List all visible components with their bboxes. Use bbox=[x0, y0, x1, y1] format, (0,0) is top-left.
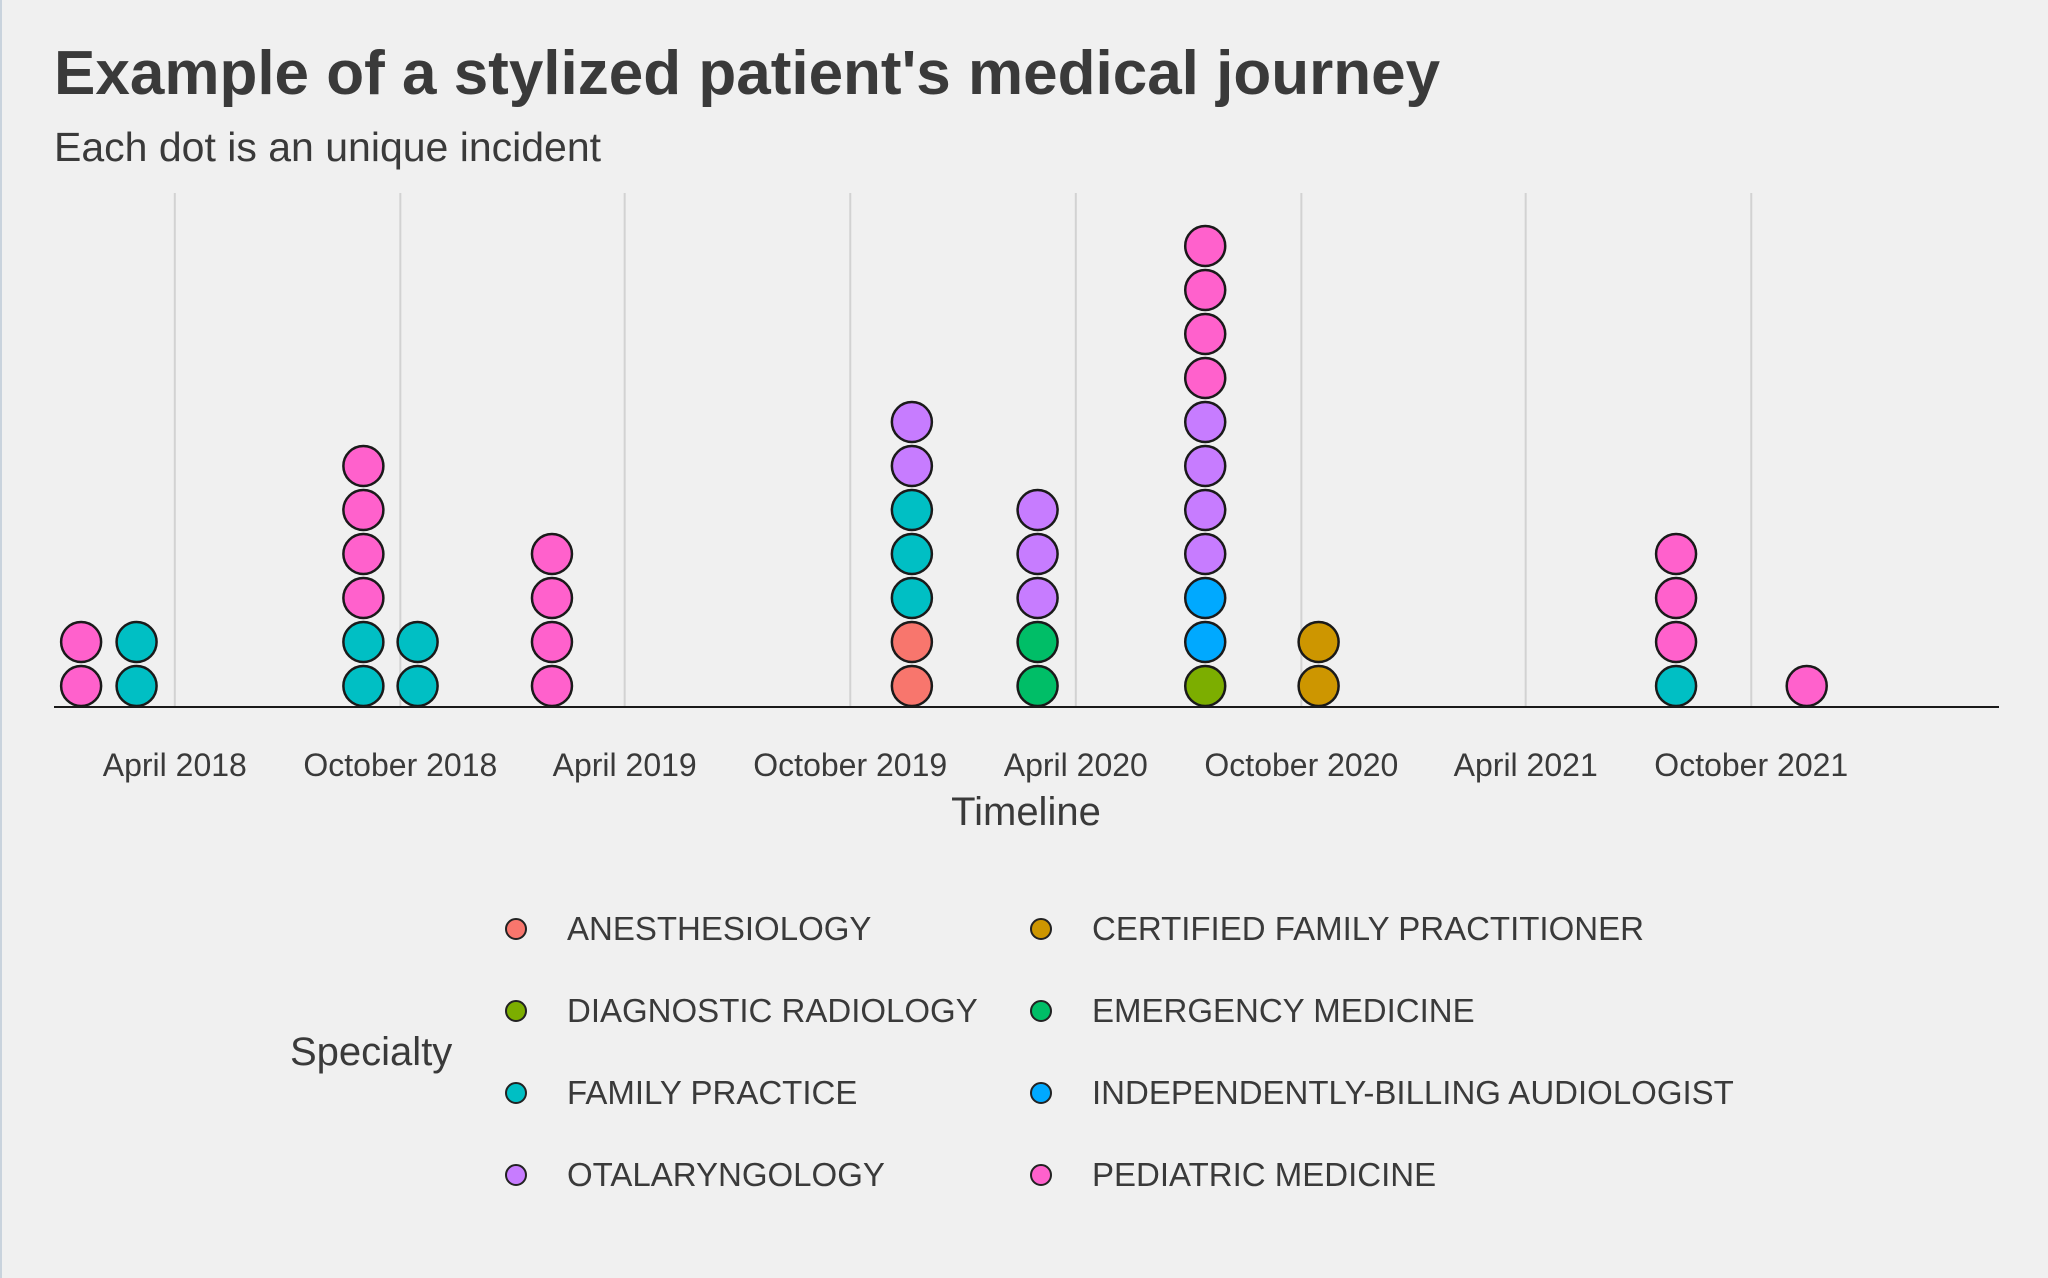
legend-item: PEDIATRIC MEDICINE bbox=[1030, 1155, 1436, 1195]
incident-dot bbox=[1183, 400, 1227, 444]
chart-subtitle: Each dot is an unique incident bbox=[54, 124, 602, 170]
incident-dot bbox=[396, 664, 439, 708]
legend-key-dot bbox=[505, 1164, 527, 1186]
incident-dot bbox=[530, 664, 574, 708]
incident-dot bbox=[1297, 620, 1340, 664]
x-tick-label: April 2018 bbox=[103, 747, 247, 783]
incident-dot bbox=[1183, 356, 1227, 400]
incident-dot bbox=[1654, 620, 1698, 664]
incident-dot bbox=[1183, 444, 1227, 488]
incident-dot bbox=[890, 488, 934, 532]
incident-dot bbox=[342, 664, 385, 708]
incident-dot bbox=[1654, 664, 1698, 708]
legend-label: INDEPENDENTLY-BILLING AUDIOLOGIST bbox=[1092, 1074, 1734, 1111]
legend-item: OTALARYNGOLOGY bbox=[505, 1155, 885, 1195]
incident-dot bbox=[342, 576, 385, 620]
legend-key-dot bbox=[505, 918, 527, 940]
incident-dot bbox=[1016, 664, 1059, 708]
x-tick-label: April 2020 bbox=[1004, 747, 1148, 783]
incident-dot bbox=[115, 664, 158, 708]
incident-dot bbox=[1183, 224, 1227, 268]
incident-dots bbox=[59, 224, 1828, 708]
legend-label: EMERGENCY MEDICINE bbox=[1092, 992, 1475, 1029]
x-tick-label: October 2021 bbox=[1654, 747, 1848, 783]
incident-dot bbox=[342, 444, 385, 488]
plot-area: April 2018 October 2018 April 2019 October … bbox=[54, 193, 1999, 834]
legend-key-dot bbox=[1030, 1000, 1052, 1022]
incident-dot bbox=[1016, 532, 1059, 576]
incident-dot bbox=[342, 532, 385, 576]
gridlines bbox=[173, 193, 1753, 707]
legend-item: INDEPENDENTLY-BILLING AUDIOLOGIST bbox=[1030, 1073, 1734, 1113]
legend-item: EMERGENCY MEDICINE bbox=[1030, 991, 1475, 1031]
x-tick-label: October 2020 bbox=[1204, 747, 1398, 783]
incident-dot bbox=[890, 664, 934, 708]
incident-dot bbox=[890, 532, 934, 576]
legend-label: CERTIFIED FAMILY PRACTITIONER bbox=[1092, 910, 1644, 947]
legend-key-dot bbox=[1030, 918, 1052, 940]
legend-key-dot bbox=[505, 1000, 527, 1022]
x-tick-label: October 2019 bbox=[753, 747, 947, 783]
legend-label: OTALARYNGOLOGY bbox=[567, 1156, 885, 1193]
chart-title: Example of a stylized patient's medical … bbox=[54, 39, 1441, 108]
incident-dot bbox=[1016, 576, 1059, 620]
incident-dot bbox=[1183, 532, 1227, 576]
incident-dot bbox=[890, 576, 934, 620]
incident-dot bbox=[1297, 664, 1340, 708]
incident-dot bbox=[890, 400, 934, 444]
legend-item: DIAGNOSTIC RADIOLOGY bbox=[505, 991, 978, 1031]
incident-dot bbox=[59, 664, 103, 708]
incident-dot bbox=[342, 620, 385, 664]
left-edge-border bbox=[0, 0, 2, 1278]
incident-dot bbox=[890, 620, 934, 664]
incident-dot bbox=[530, 576, 574, 620]
legend-key-dot bbox=[1030, 1082, 1052, 1104]
x-tick-label: October 2018 bbox=[303, 747, 497, 783]
x-tick-label: April 2019 bbox=[553, 747, 697, 783]
legend-label: ANESTHESIOLOGY bbox=[567, 910, 872, 947]
incident-dot bbox=[1183, 488, 1227, 532]
legend-item: ANESTHESIOLOGY bbox=[505, 909, 871, 949]
incident-dot bbox=[115, 620, 158, 664]
incident-dot bbox=[1016, 488, 1059, 532]
incident-dot bbox=[530, 620, 574, 664]
incident-dot bbox=[1654, 532, 1698, 576]
incident-dot bbox=[342, 488, 385, 532]
x-tick-label: April 2021 bbox=[1454, 747, 1598, 783]
incident-dot bbox=[1183, 664, 1227, 708]
incident-dot bbox=[1016, 620, 1059, 664]
incident-dot bbox=[1654, 576, 1698, 620]
incident-dot bbox=[1785, 664, 1828, 708]
incident-dot bbox=[1183, 620, 1227, 664]
incident-dot bbox=[59, 620, 103, 664]
legend-key-dot bbox=[1030, 1164, 1052, 1186]
x-tick-labels: April 2018 October 2018 April 2019 October … bbox=[103, 747, 1848, 783]
incident-dot bbox=[1183, 576, 1227, 620]
legend-item: CERTIFIED FAMILY PRACTITIONER bbox=[1030, 909, 1644, 949]
incident-dot bbox=[890, 444, 934, 488]
incident-dot bbox=[530, 532, 574, 576]
legend-label: PEDIATRIC MEDICINE bbox=[1092, 1156, 1437, 1193]
legend-key-dot bbox=[505, 1082, 527, 1104]
x-axis-title: Timeline bbox=[951, 790, 1101, 834]
legend-label: FAMILY PRACTICE bbox=[567, 1074, 858, 1111]
incident-dot bbox=[396, 620, 439, 664]
legend-title: Specialty bbox=[290, 1030, 453, 1074]
incident-dot bbox=[1183, 268, 1227, 312]
legend-item: FAMILY PRACTICE bbox=[505, 1073, 857, 1113]
incident-dot bbox=[1183, 312, 1227, 356]
legend-label: DIAGNOSTIC RADIOLOGY bbox=[567, 992, 978, 1029]
